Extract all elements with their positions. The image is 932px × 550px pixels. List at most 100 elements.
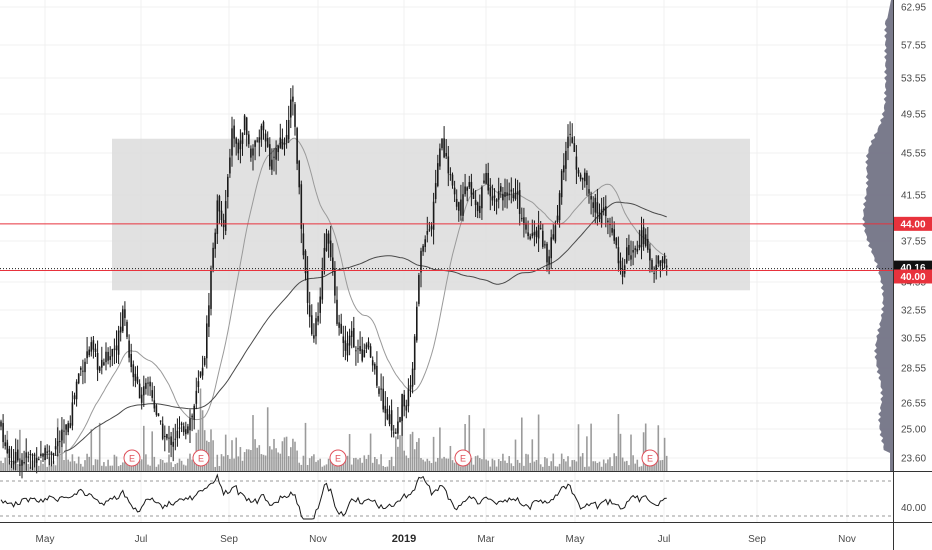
candle-body xyxy=(588,189,590,194)
volume-bar xyxy=(189,453,191,471)
candle-body xyxy=(405,405,408,411)
earnings-label: E xyxy=(460,454,466,464)
volume-bar xyxy=(338,465,340,471)
candle-body xyxy=(336,299,338,324)
volume-bar xyxy=(663,437,666,471)
candle-body xyxy=(657,255,660,264)
earnings-marker[interactable]: E xyxy=(123,449,141,467)
volume-bar xyxy=(138,460,141,471)
range-box[interactable] xyxy=(112,138,750,291)
candle-body xyxy=(178,427,181,429)
volume-bar xyxy=(218,466,221,471)
volume-bar xyxy=(19,429,21,471)
volume-bar xyxy=(623,461,626,471)
volume-bar xyxy=(434,461,437,471)
volume-bar xyxy=(546,458,548,471)
earnings-marker[interactable]: E xyxy=(641,449,659,467)
volume-bar xyxy=(487,460,489,471)
candle-body xyxy=(539,228,542,230)
volume-bar xyxy=(63,459,65,471)
volume-bar xyxy=(323,465,326,471)
volume-bar xyxy=(237,456,240,471)
earnings-circle xyxy=(192,449,210,467)
volume-bar xyxy=(424,461,426,471)
candle-body xyxy=(21,459,23,466)
volume-bar xyxy=(298,462,300,471)
volume-bar xyxy=(109,465,111,471)
volume-bar xyxy=(54,465,57,471)
volume-bar xyxy=(266,407,269,471)
candle-body xyxy=(504,192,506,197)
candle-body xyxy=(132,364,135,378)
volume-bar xyxy=(287,456,290,471)
candle-body xyxy=(344,340,347,351)
volume-bar xyxy=(182,464,185,471)
candle-body xyxy=(552,234,555,239)
volume-bar xyxy=(542,466,544,471)
volume-bar xyxy=(548,465,550,471)
volume-bar xyxy=(661,459,664,471)
volume-bar xyxy=(665,455,668,471)
candle-body xyxy=(361,349,363,361)
volume-bar xyxy=(262,454,265,471)
volume-bar xyxy=(296,450,298,471)
candle-body xyxy=(630,255,632,260)
volume-bar xyxy=(626,460,628,471)
volume-bar xyxy=(269,446,271,471)
candle-body xyxy=(529,236,531,240)
candle-body xyxy=(640,230,643,248)
volume-bar xyxy=(29,466,32,471)
volume-bar xyxy=(279,453,282,471)
candle-body xyxy=(298,160,300,188)
time-axis[interactable]: May Jul Sep Nov 2019 Mar May Jul Sep Nov xyxy=(36,533,856,545)
candle-body xyxy=(621,269,624,277)
earnings-marker[interactable]: E xyxy=(454,449,472,467)
volume-bar xyxy=(632,455,634,471)
candle-body xyxy=(315,318,317,337)
volume-bar xyxy=(390,456,393,471)
candle-body xyxy=(201,367,204,376)
volume-bar xyxy=(611,466,613,471)
candle-body xyxy=(75,381,78,400)
candle-body xyxy=(663,256,666,264)
volume-bar xyxy=(117,466,120,471)
volume-bar xyxy=(119,464,122,471)
candle-body xyxy=(262,121,265,131)
candle-body xyxy=(489,187,492,197)
candle-body xyxy=(117,330,120,355)
candle-body xyxy=(266,137,269,147)
horizontal-levels[interactable] xyxy=(0,223,893,271)
volume-bar xyxy=(80,463,82,471)
candle-body xyxy=(642,227,645,245)
candle-body xyxy=(409,385,412,390)
time-axis-label: Sep xyxy=(220,534,238,545)
candle-body xyxy=(185,429,187,435)
candle-body xyxy=(50,452,53,454)
volume-bar xyxy=(537,414,540,471)
volume-bar xyxy=(67,459,69,471)
candle-body xyxy=(214,232,216,249)
candle-body xyxy=(449,174,452,176)
candle-body xyxy=(65,424,67,430)
candle-body xyxy=(455,198,458,207)
candle-body xyxy=(245,117,248,135)
volume-bar xyxy=(401,404,403,471)
candle-body xyxy=(203,358,206,365)
candle-body xyxy=(258,137,261,143)
candle-body xyxy=(252,148,254,156)
candle-body xyxy=(176,430,179,439)
volume-bar xyxy=(359,457,361,471)
candle-body xyxy=(10,461,13,463)
earnings-marker[interactable]: E xyxy=(192,449,210,467)
candle-body xyxy=(665,265,668,268)
price-axis[interactable]: 62.9557.5553.5549.5545.5541.5537.5534.55… xyxy=(893,0,927,550)
candle-body xyxy=(542,230,544,247)
candle-body xyxy=(317,315,319,322)
candle-body xyxy=(290,99,292,118)
candle-body xyxy=(546,243,548,263)
candle-body xyxy=(300,184,303,229)
price-badge xyxy=(894,216,932,231)
earnings-marker[interactable]: E xyxy=(329,449,347,467)
